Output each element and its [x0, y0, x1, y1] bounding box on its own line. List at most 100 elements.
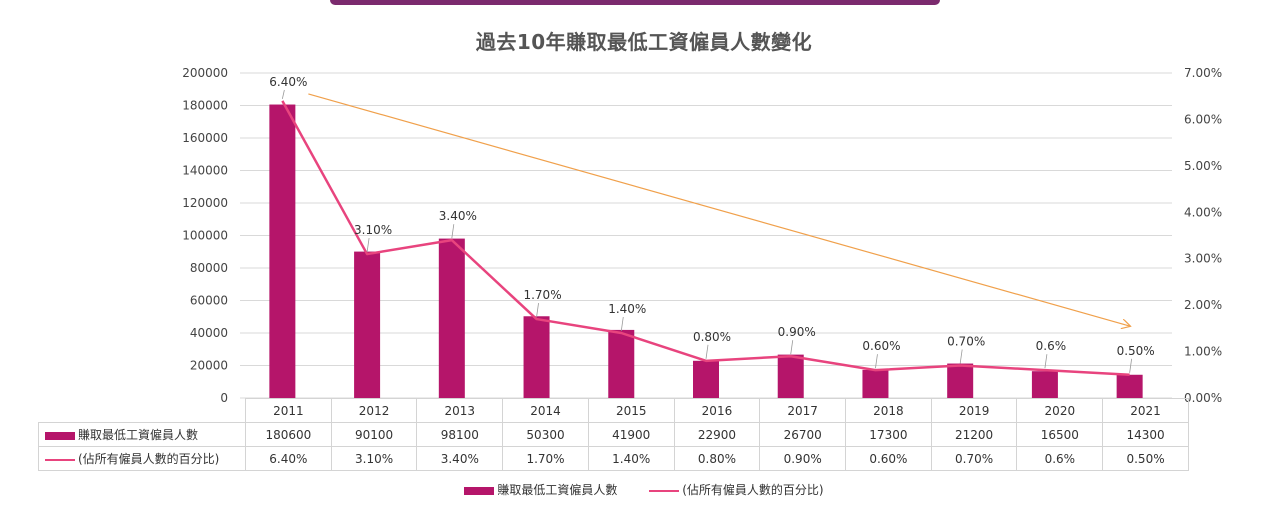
data-label-2016: 0.80%: [693, 330, 731, 344]
table-bar-value-cell: 98100: [416, 422, 504, 447]
y-left-tick-label: 100000: [182, 229, 228, 243]
top-accent-bar: [330, 0, 940, 5]
table-line-value-cell: 0.50%: [1102, 446, 1189, 471]
data-label-leader: [366, 238, 370, 253]
data-label-leader: [1129, 358, 1133, 373]
table-bar-value-cell: 180600: [245, 422, 332, 447]
table-line-value-cell: 1.40%: [587, 446, 675, 471]
legend-item-line: (佔所有僱員人數的百分比): [649, 483, 824, 497]
table-year-cell: 2021: [1102, 398, 1189, 423]
data-label-2015: 1.40%: [608, 302, 646, 316]
y-right-tick-label: 1.00%: [1184, 345, 1222, 359]
chart-title: 過去10年賺取最低工資僱員人數變化: [475, 30, 813, 54]
legend-bar-label: 賺取最低工資僱員人數: [497, 483, 618, 497]
table-year-cell: 2012: [330, 398, 418, 423]
bar-2020: [1031, 371, 1058, 398]
table-line-value-cell: 0.80%: [673, 446, 761, 471]
y-left-tick-label: 20000: [190, 359, 228, 373]
table-line-series-name: (佔所有僱員人數的百分比): [78, 452, 220, 466]
table-line-value-cell: 1.70%: [502, 446, 589, 471]
bar-2014: [523, 316, 550, 398]
data-label-2019: 0.70%: [947, 335, 985, 349]
table-year-cell: 2016: [673, 398, 761, 423]
y-right-tick-label: 6.00%: [1184, 112, 1222, 126]
table-year-cell: 2014: [502, 398, 589, 423]
y-left-tick-label: 160000: [182, 131, 228, 145]
data-label-2021: 0.50%: [1117, 344, 1155, 358]
y-right-tick-label: 7.00%: [1184, 66, 1222, 80]
bar-2018: [862, 369, 889, 398]
table-year-cell: 2011: [245, 398, 332, 423]
bar-2015: [608, 329, 635, 398]
table-bar-value-cell: 14300: [1102, 422, 1189, 447]
table-line-value-cell: 3.40%: [416, 446, 504, 471]
table-year-cell: 2015: [587, 398, 675, 423]
legend-bar-swatch: [464, 486, 495, 495]
trend-line: [308, 93, 1129, 326]
table-year-cell: 2017: [759, 398, 847, 423]
table-year-cell: 2020: [1016, 398, 1104, 423]
data-label-2017: 0.90%: [778, 325, 816, 339]
table-line-series-header: (佔所有僱員人數的百分比): [38, 446, 246, 471]
legend-item-bar: 賺取最低工資僱員人數: [464, 483, 621, 497]
y-left-tick-label: 180000: [182, 99, 228, 113]
table-line-value-cell: 0.90%: [759, 446, 847, 471]
y-left-tick-label: 80000: [190, 261, 228, 275]
legend-line-label: (佔所有僱員人數的百分比): [682, 483, 824, 497]
data-label-leader: [620, 316, 624, 332]
y-left-tick-label: 0: [220, 391, 228, 405]
y-right-tick-label: 5.00%: [1184, 159, 1222, 173]
legend: 賺取最低工資僱員人數 (佔所有僱員人數的百分比): [0, 481, 1288, 498]
y-left-tick-label: 140000: [182, 164, 228, 178]
bar-2011: [269, 104, 296, 399]
percent-series-line: [281, 100, 1130, 377]
table-bar-series-header: 賺取最低工資僱員人數: [38, 422, 246, 447]
data-label-leader: [451, 224, 455, 239]
table-bar-series-name: 賺取最低工資僱員人數: [78, 428, 199, 442]
bar-2017: [777, 354, 804, 398]
table-line-value-cell: 0.70%: [930, 446, 1018, 471]
data-table: 2011 2012 2013 2014 2015 2016 2017 2018 2019 2020…: [38, 398, 1189, 471]
table-row-line-series: (佔所有僱員人數的百分比) 6.40% 3.10% 3.40% 1.70% 1.40% 0.…: [38, 446, 1189, 471]
table-line-value-cell: 0.60%: [845, 446, 932, 471]
bar-2016: [693, 360, 719, 398]
bar-2019: [947, 363, 974, 398]
table-bar-swatch: [45, 431, 75, 440]
bar-2021: [1116, 374, 1143, 398]
table-year-cell: 2013: [416, 398, 504, 423]
table-row-bar-series: 賺取最低工資僱員人數 180600 90100 98100 50300 41900 2290…: [38, 422, 1189, 447]
table-year-cell: 2018: [845, 398, 932, 423]
data-label-2014: 1.70%: [523, 288, 561, 302]
table-line-value-cell: 6.40%: [245, 446, 332, 471]
y-right-tick-label: 4.00%: [1184, 205, 1222, 219]
bar-2012: [354, 251, 381, 398]
data-label-2013: 3.40%: [439, 209, 477, 223]
data-label-leader: [1044, 354, 1048, 369]
table-bar-value-cell: 21200: [930, 422, 1018, 447]
data-label-leader: [281, 89, 285, 99]
table-year-cell: 2019: [930, 398, 1018, 423]
y-left-tick-label: 40000: [190, 326, 228, 340]
y-right-tick-label: 0.00%: [1184, 391, 1222, 405]
y-left-tick-label: 200000: [182, 66, 228, 80]
data-label-2011: 6.40%: [269, 75, 307, 89]
y-right-tick-label: 2.00%: [1184, 298, 1222, 312]
data-label-leader: [959, 349, 963, 364]
data-label-2020: 0.6%: [1036, 339, 1067, 353]
table-bar-value-cell: 26700: [759, 422, 847, 447]
data-label-leader: [536, 303, 539, 318]
table-line-value-cell: 3.10%: [330, 446, 418, 471]
table-bar-value-cell: 90100: [330, 422, 418, 447]
data-label-leader: [875, 354, 878, 369]
bar-2013: [438, 238, 465, 398]
y-right-tick-label: 3.00%: [1184, 252, 1222, 266]
table-bar-value-cell: 17300: [845, 422, 932, 447]
table-row-years: 2011 2012 2013 2014 2015 2016 2017 2018 2019 2020…: [39, 398, 1189, 423]
data-label-2012: 3.10%: [354, 223, 392, 237]
data-label-leader: [705, 344, 709, 359]
table-line-value-cell: 0.6%: [1016, 446, 1104, 471]
y-left-tick-label: 60000: [190, 294, 228, 308]
table-bar-value-cell: 22900: [673, 422, 761, 447]
table-bar-value-cell: 16500: [1016, 422, 1104, 447]
